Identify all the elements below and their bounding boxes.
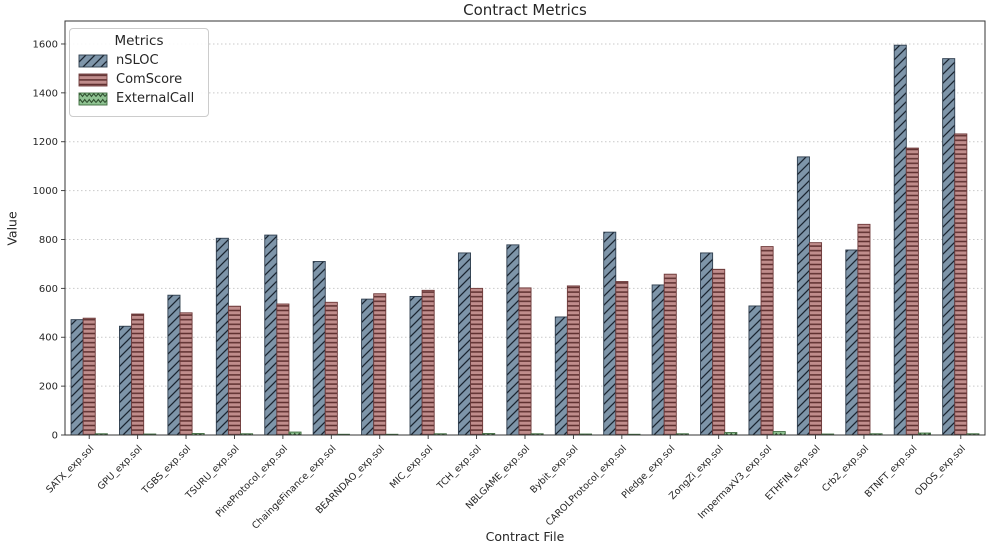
legend-items: nSLOC ComScore ExternalCall [78, 53, 200, 106]
bar-ComScore [615, 281, 629, 436]
legend-swatch-icon [78, 73, 108, 86]
bar-nSLOC [119, 325, 133, 436]
y-axis-label: Value [4, 211, 20, 246]
x-tick-label: ODOS_exp.sol [913, 443, 968, 498]
bar-ComScore [324, 301, 338, 436]
bar-ComScore [566, 285, 580, 436]
y-tick-label: 200 [39, 382, 58, 393]
bar-nSLOC [167, 294, 181, 436]
y-tick-label: 800 [39, 235, 58, 246]
bar-ExternalCall [772, 431, 786, 436]
x-tick-label: SATX_exp.sol [44, 443, 96, 495]
bar-ComScore [227, 305, 241, 436]
bar-ComScore [518, 287, 532, 436]
bar-ComScore [857, 223, 871, 436]
legend-swatch-icon [78, 54, 108, 67]
legend-label: ComScore [116, 72, 183, 87]
y-tick-label: 1000 [33, 186, 58, 197]
x-tick-label: MIC_exp.sol [388, 443, 435, 490]
bar-ComScore [131, 313, 145, 436]
bar-ComScore [760, 246, 774, 436]
bar-ComScore [470, 287, 484, 436]
x-axis-label: Contract File [485, 529, 565, 544]
y-tick-label: 1200 [33, 137, 58, 148]
bar-nSLOC [409, 295, 423, 436]
x-tick-label: Bybit_exp.sol [528, 443, 580, 495]
bar-ComScore [373, 293, 387, 436]
bar-nSLOC [554, 316, 568, 436]
legend-item-ExternalCall: ExternalCall [78, 91, 200, 106]
bar-ComScore [809, 242, 823, 436]
bar-ComScore [712, 268, 726, 436]
bar-nSLOC [215, 237, 229, 436]
bar-ComScore [82, 317, 96, 436]
bar-nSLOC [312, 261, 326, 436]
legend-swatch-icon [78, 92, 108, 105]
bar-nSLOC [942, 58, 956, 436]
bar-nSLOC [845, 249, 859, 436]
y-tick-label: 0 [52, 431, 58, 442]
bar-nSLOC [506, 244, 520, 436]
bar-ComScore [179, 312, 193, 436]
x-tick-label: ChaingeFinance_exp.sol [250, 443, 338, 531]
bar-nSLOC [70, 319, 84, 436]
bar-ComScore [421, 289, 435, 436]
bar-nSLOC [457, 252, 471, 436]
legend-label: ExternalCall [116, 91, 195, 106]
legend-item-ComScore: ComScore [78, 72, 200, 87]
x-tick-label: Crb2_exp.sol [820, 443, 871, 494]
bar-nSLOC [264, 234, 278, 436]
bar-nSLOC [603, 231, 617, 436]
y-tick-label: 1400 [33, 88, 58, 99]
x-tick-label: CAROLProtocol_exp.sol [544, 443, 629, 528]
bar-nSLOC [361, 298, 375, 436]
bar-ComScore [954, 133, 968, 436]
x-tick-label: BTNFT_exp.sol [863, 443, 920, 500]
bar-ComScore [276, 303, 290, 436]
x-tick-label: TGBS_exp.sol [139, 443, 193, 497]
y-tick-label: 400 [39, 333, 58, 344]
y-tick-label: 1600 [33, 39, 58, 50]
x-tick-label: GPU_exp.sol [96, 443, 145, 492]
legend-item-nSLOC: nSLOC [78, 53, 200, 68]
bar-nSLOC [748, 305, 762, 436]
legend-title: Metrics [114, 33, 164, 49]
legend: Metrics nSLOC ComScore ExternalCall [69, 28, 209, 117]
chart-title: Contract Metrics [463, 1, 587, 19]
legend-label: nSLOC [116, 53, 159, 68]
bar-ComScore [663, 273, 677, 436]
bar-nSLOC [893, 44, 907, 436]
bar-ComScore [905, 147, 919, 436]
x-tick-label: TCH_exp.sol [435, 443, 484, 492]
y-tick-label: 600 [39, 284, 58, 295]
bar-nSLOC [700, 252, 714, 436]
bar-nSLOC [796, 156, 810, 436]
bar-nSLOC [651, 284, 665, 436]
